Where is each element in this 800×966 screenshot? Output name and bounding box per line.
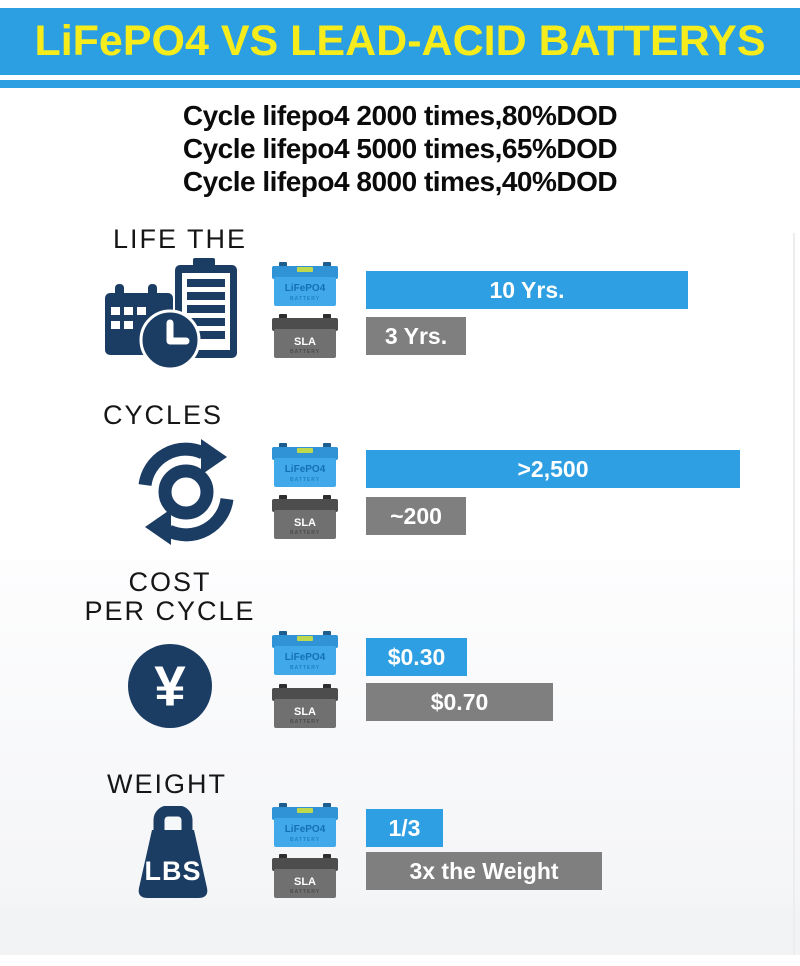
svg-text:SLA: SLA	[294, 706, 316, 718]
sla-battery-icon: SLA BATTERY	[272, 314, 338, 358]
svg-text:BATTERY: BATTERY	[290, 296, 320, 302]
intro-line-1: Cycle lifepo4 2000 times,80%DOD	[182, 100, 618, 131]
recycle-arrows-icon	[138, 439, 234, 545]
section-title-cost: COST PER CYCLE	[84, 567, 256, 626]
svg-text:SLA: SLA	[294, 876, 316, 888]
svg-text:BATTERY: BATTERY	[290, 349, 320, 355]
svg-text:LiFePO4: LiFePO4	[285, 464, 326, 475]
section-title-weight: WEIGHT	[107, 769, 227, 799]
svg-text:LiFePO4: LiFePO4	[285, 283, 326, 294]
lifepo4-battery-icon: LiFePO4 BATTERY	[272, 443, 338, 487]
sla-battery-icon: SLA BATTERY	[272, 854, 338, 898]
lifepo4-cost-bar: $0.30	[366, 638, 467, 676]
sla-battery-icon: SLA BATTERY	[272, 684, 338, 728]
header-banner: LiFePO4 VS LEAD-ACID BATTERYS	[0, 8, 800, 75]
svg-text:BATTERY: BATTERY	[290, 719, 320, 725]
svg-text:LiFePO4: LiFePO4	[285, 824, 326, 835]
header-accent-strip	[0, 80, 800, 88]
lifepo4-battery-icon: LiFePO4 BATTERY	[272, 631, 338, 675]
section-title-cycles: CYCLES	[103, 400, 224, 430]
sla-cycles-bar: ~200	[366, 497, 466, 535]
intro-text-block: Cycle lifepo4 2000 times,80%DOD Cycle li…	[0, 99, 800, 198]
page-title: LiFePO4 VS LEAD-ACID BATTERYS	[34, 17, 766, 65]
sla-cost-bar: $0.70	[366, 683, 553, 721]
svg-text:BATTERY: BATTERY	[290, 665, 320, 671]
svg-text:BATTERY: BATTERY	[290, 837, 320, 843]
svg-text:BATTERY: BATTERY	[290, 530, 320, 536]
sla-life-bar: 3 Yrs.	[366, 317, 466, 355]
calendar-clock-icon	[105, 258, 237, 371]
lifepo4-cycles-bar: >2,500	[366, 450, 740, 488]
lifepo4-battery-icon: LiFePO4 BATTERY	[272, 803, 338, 847]
section-title-life: LIFE THE	[113, 224, 248, 254]
lifepo4-life-bar: 10 Yrs.	[366, 271, 688, 309]
lifepo4-battery-icon: LiFePO4 BATTERY	[272, 262, 338, 306]
right-edge-line	[793, 233, 795, 955]
lower-background-band	[0, 560, 800, 905]
svg-text:LiFePO4: LiFePO4	[285, 652, 326, 663]
svg-text:BATTERY: BATTERY	[290, 889, 320, 895]
sla-battery-icon: SLA BATTERY	[272, 495, 338, 539]
svg-text:LBS: LBS	[145, 856, 202, 886]
intro-line-2: Cycle lifepo4 5000 times,65%DOD	[182, 133, 618, 164]
svg-text:¥: ¥	[154, 656, 186, 719]
lifepo4-weight-bar: 1/3	[366, 809, 443, 847]
sla-weight-bar: 3x the Weight	[366, 852, 602, 890]
lbs-weight-icon: LBS	[138, 806, 208, 898]
svg-text:SLA: SLA	[294, 517, 316, 529]
bottom-background-band	[0, 905, 800, 955]
yen-coin-icon: ¥	[128, 644, 212, 728]
svg-text:SLA: SLA	[294, 336, 316, 348]
svg-text:BATTERY: BATTERY	[290, 477, 320, 483]
intro-line-3: Cycle lifepo4 8000 times,40%DOD	[182, 166, 618, 197]
